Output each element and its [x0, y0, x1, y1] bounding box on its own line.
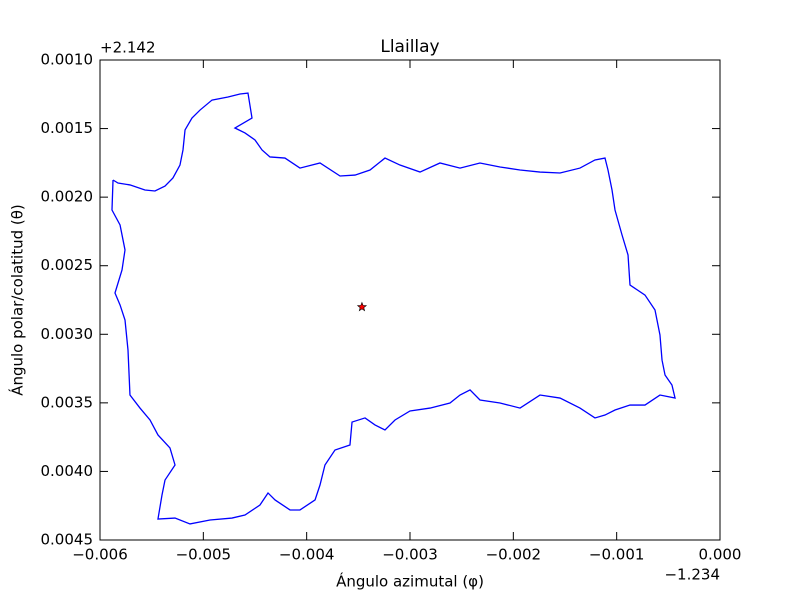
y-tick-label: 0.0030: [41, 325, 94, 343]
x-tick-label: −0.005: [176, 546, 232, 564]
y-tick-label: 0.0025: [41, 256, 94, 274]
x-axis-label: Ángulo azimutal (φ): [336, 572, 484, 591]
x-tick-label: −0.004: [279, 546, 335, 564]
y-axis-label: Ángulo polar/colatitud (θ): [8, 204, 27, 396]
y-tick-label: 0.0040: [41, 462, 94, 480]
y-tick-label: 0.0020: [41, 188, 94, 206]
x-tick-label: −0.001: [589, 546, 645, 564]
centroid-marker: [356, 301, 368, 312]
y-offset-label: +2.142: [100, 39, 156, 57]
y-tick-label: 0.0045: [41, 531, 94, 549]
x-tick-label: −0.003: [382, 546, 438, 564]
boundary-line: [111, 92, 676, 525]
y-tick-label: 0.0010: [41, 51, 94, 69]
x-tick-label: −0.006: [72, 546, 128, 564]
y-tick-label: 0.0015: [41, 119, 94, 137]
y-tick-label: 0.0035: [41, 393, 94, 411]
x-tick-label: 0.000: [699, 546, 742, 564]
x-offset-label: −1.234: [664, 566, 720, 584]
x-tick-label: −0.002: [486, 546, 542, 564]
plot-frame: [99, 59, 721, 541]
chart-title: Llaillay: [380, 37, 439, 57]
